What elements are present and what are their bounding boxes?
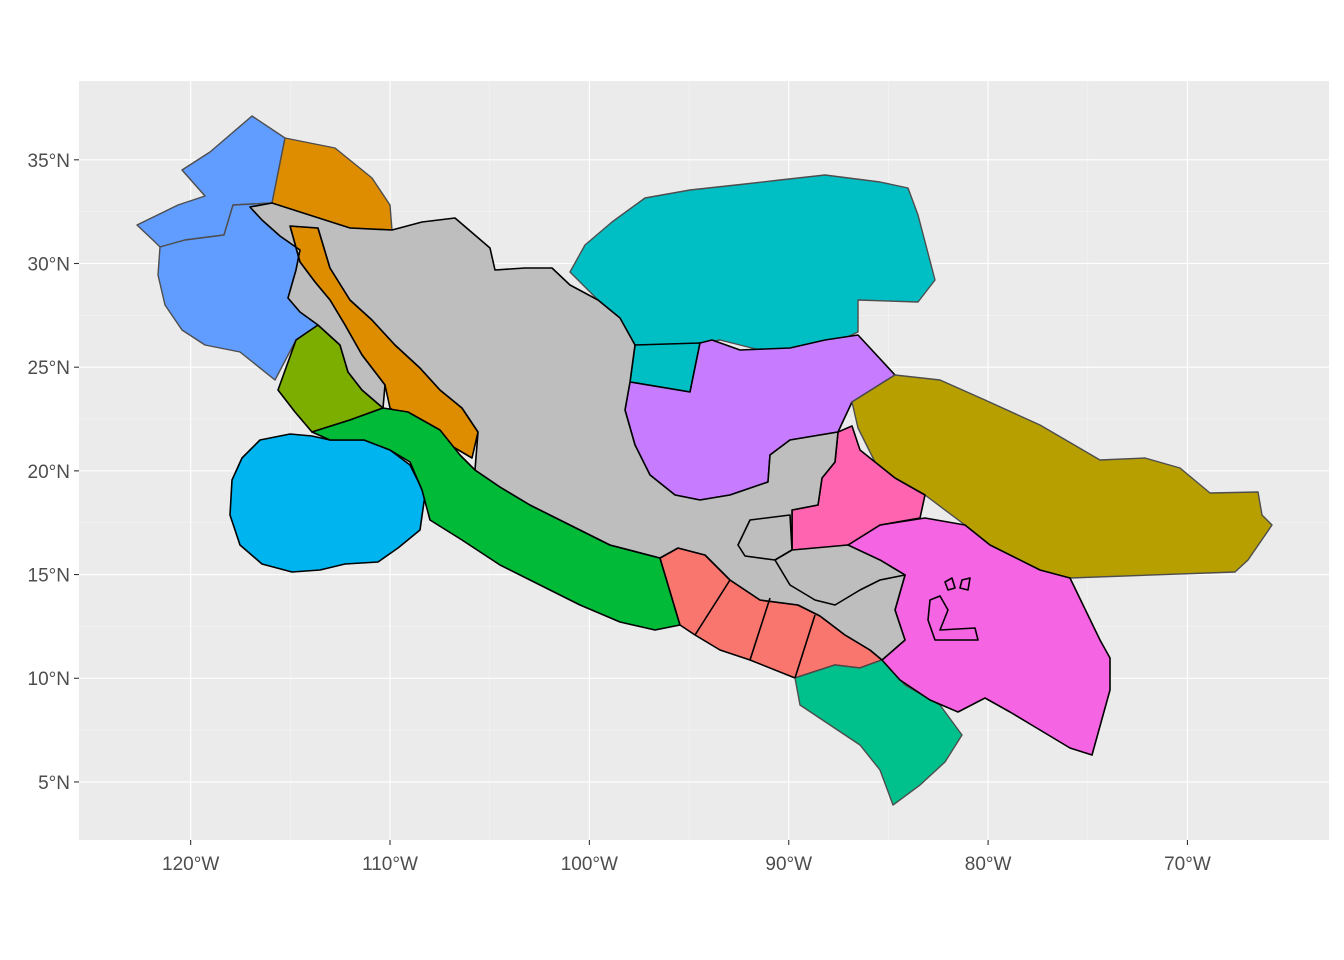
y-tick-label: 5°N: [38, 773, 70, 794]
region-mexican-pacific-coast: [311, 407, 681, 631]
x-axis: 120°W 110°W 100°W 90°W 80°W 70°W: [162, 840, 1211, 875]
x-tick-label: 90°W: [765, 854, 812, 875]
x-tick-label: 70°W: [1164, 854, 1211, 875]
x-tick-label: 110°W: [362, 854, 418, 875]
y-tick-label: 20°N: [28, 462, 70, 483]
x-tick-label: 100°W: [561, 854, 618, 875]
y-tick-label: 10°N: [28, 669, 70, 690]
y-axis: 5°N 10°N 15°N 20°N 25°N 30°N 35°N: [28, 151, 79, 794]
region-boundary-honduras: [774, 544, 906, 606]
x-tick-label: 80°W: [965, 854, 1012, 875]
region-polygons: [136, 115, 1273, 806]
region-boundary-pacific-segments: [694, 579, 816, 679]
region-caribbean-islands: [927, 577, 979, 641]
y-tick-label: 25°N: [28, 358, 70, 379]
y-tick-label: 15°N: [28, 566, 70, 587]
y-tick-label: 35°N: [28, 151, 70, 172]
x-tick-label: 120°W: [162, 854, 219, 875]
y-tick-label: 30°N: [28, 254, 70, 275]
region-costa-rica-pacific: [794, 659, 963, 806]
